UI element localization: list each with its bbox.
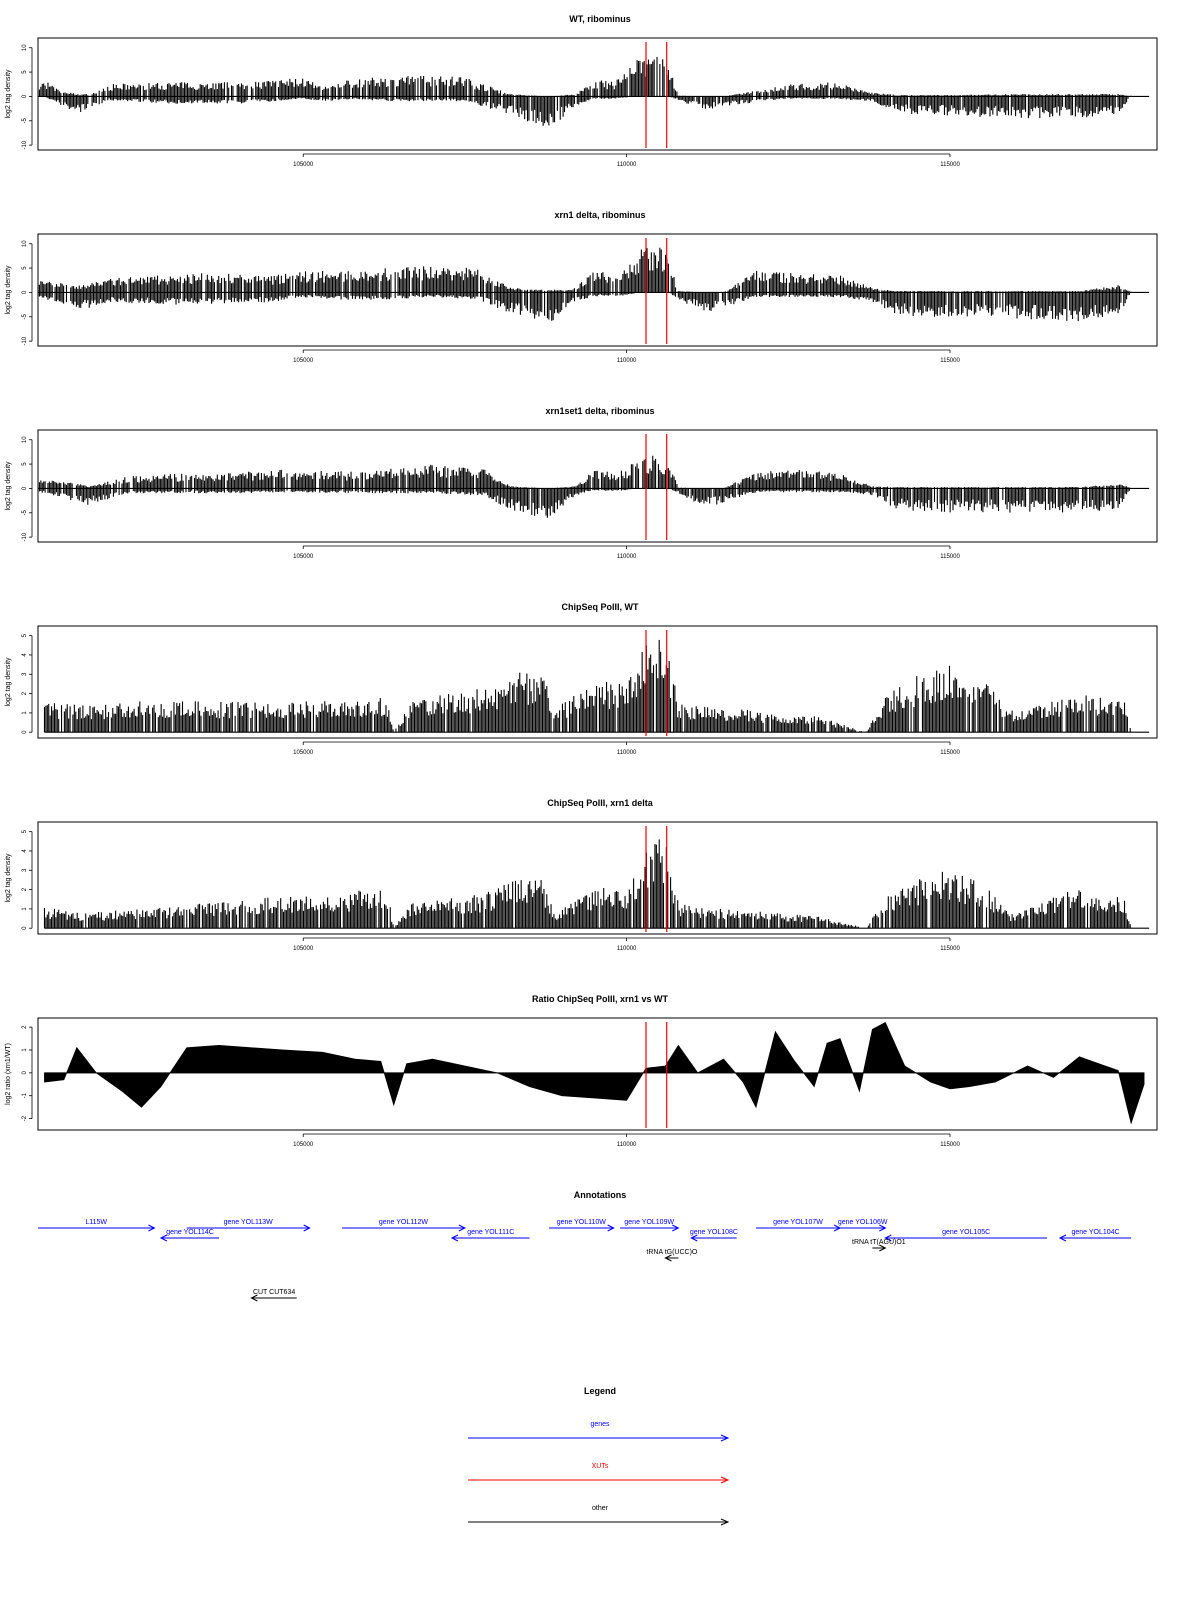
x-tick-label: 110000 <box>617 554 637 560</box>
x-tick-label: 110000 <box>617 750 637 756</box>
panel-title: ChipSeq PolII, WT <box>562 602 639 612</box>
y-tick-label: 5 <box>22 829 28 833</box>
x-tick-label: 115000 <box>940 750 960 756</box>
plot-frame <box>37 37 1158 151</box>
y-tick-label: 5 <box>22 462 28 466</box>
y-tick-label: -10 <box>22 140 28 149</box>
y-axis-label: log2 tag density <box>5 69 12 119</box>
panel-title: ChipSeq PolII, xrn1 delta <box>547 798 654 808</box>
y-tick-label: 0 <box>22 94 28 98</box>
y-tick-label: 2 <box>22 887 28 891</box>
plot-frame <box>37 625 1158 739</box>
y-axis-label: log2 tag density <box>5 461 12 511</box>
panel-1: WT, ribominus log2 tag density -10 -5 0 5 10 10… <box>5 14 1158 168</box>
x-tick-label: 105000 <box>293 750 314 756</box>
data-bars <box>38 56 1132 126</box>
y-tick-label: 0 <box>22 926 28 930</box>
data-bars <box>38 455 1132 518</box>
x-tick-label: 105000 <box>293 554 314 560</box>
y-tick-label: 0 <box>22 730 28 734</box>
plot-frame <box>37 429 1158 543</box>
y-tick-label: 0 <box>22 486 28 490</box>
x-tick-label: 115000 <box>940 358 960 364</box>
y-axis-label: log2 tag density <box>5 265 12 315</box>
x-tick-label: 110000 <box>617 358 637 364</box>
y-tick-label: 10 <box>22 44 28 51</box>
panel-5: ChipSeq PolII, xrn1 delta log2 tag densit… <box>5 798 1158 952</box>
y-tick-label: 10 <box>22 240 28 247</box>
y-tick-label: 0 <box>22 290 28 294</box>
x-tick-label: 115000 <box>940 162 960 168</box>
x-tick-label: 115000 <box>940 946 960 952</box>
y-tick-label: 5 <box>22 266 28 270</box>
y-tick-label: 3 <box>22 672 28 676</box>
panel-title: xrn1set1 delta, ribominus <box>545 406 654 416</box>
x-tick-label: 110000 <box>617 162 637 168</box>
x-tick-label: 110000 <box>617 946 637 952</box>
y-tick-label: 1 <box>22 907 28 911</box>
y-tick-label: 4 <box>22 849 28 853</box>
x-tick-label: 105000 <box>293 162 314 168</box>
panel-2: xrn1 delta, ribominus log2 tag density -10… <box>5 210 1158 364</box>
y-tick-label: 10 <box>22 436 28 443</box>
y-axis-label: log2 tag density <box>5 853 12 903</box>
y-axis-label: log2 tag density <box>5 657 12 707</box>
panel-3: xrn1set1 delta, ribominus log2 tag densit… <box>5 406 1158 560</box>
y-tick-label: -10 <box>22 532 28 541</box>
y-tick-label: 5 <box>22 70 28 74</box>
panel-title: WT, ribominus <box>569 14 631 24</box>
y-tick-label: 4 <box>22 653 28 657</box>
y-tick-label: -5 <box>22 509 28 515</box>
y-tick-label: 2 <box>22 691 28 695</box>
panel-4: ChipSeq PolII, WT log2 tag density 0 1 2 3 4 5 1… <box>5 602 1158 756</box>
plot-frame <box>37 233 1158 347</box>
y-tick-label: -10 <box>22 336 28 345</box>
data-bars <box>37 247 1132 322</box>
y-tick-label: 3 <box>22 868 28 872</box>
data-bars <box>43 639 1131 733</box>
y-tick-label: -5 <box>22 313 28 319</box>
panel-title: xrn1 delta, ribominus <box>554 210 645 220</box>
x-tick-label: 115000 <box>940 554 960 560</box>
x-tick-label: 105000 <box>293 358 314 364</box>
y-tick-label: -5 <box>22 117 28 123</box>
y-tick-label: 5 <box>22 633 28 637</box>
data-bars <box>43 839 1131 929</box>
x-tick-label: 105000 <box>293 946 314 952</box>
y-tick-label: 1 <box>22 711 28 715</box>
